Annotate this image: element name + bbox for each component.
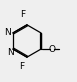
- Text: N: N: [4, 28, 11, 37]
- Text: O: O: [48, 45, 55, 54]
- Text: N: N: [7, 48, 14, 57]
- Text: F: F: [20, 10, 25, 19]
- Text: F: F: [19, 62, 24, 71]
